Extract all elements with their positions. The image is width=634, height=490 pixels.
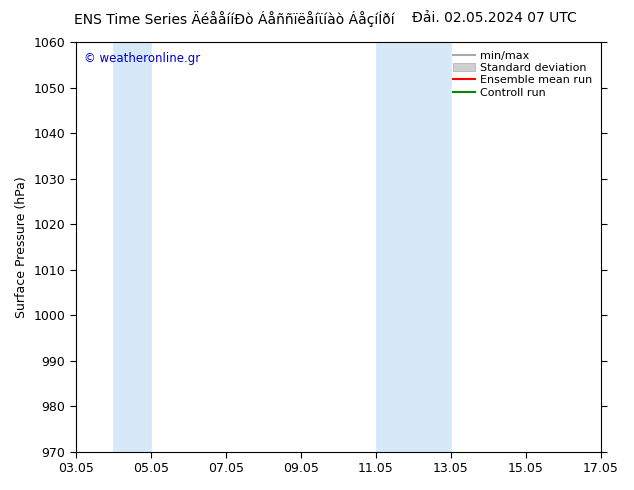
- Text: Đải. 02.05.2024 07 UTC: Đải. 02.05.2024 07 UTC: [412, 11, 577, 25]
- Bar: [413, 42, 451, 452]
- Y-axis label: Surface Pressure (hPa): Surface Pressure (hPa): [15, 176, 28, 318]
- Text: ENS Time Series ÄéååííÐò Áåññïëåíϊíàò ÁåçíÍðí: ENS Time Series ÄéååííÐò Áåññïëåíϊíàò Áå…: [74, 11, 395, 27]
- Bar: [376, 42, 413, 452]
- Legend: min/max, Standard deviation, Ensemble mean run, Controll run: min/max, Standard deviation, Ensemble me…: [450, 48, 595, 101]
- Text: © weatheronline.gr: © weatheronline.gr: [84, 52, 200, 65]
- Bar: [113, 42, 151, 452]
